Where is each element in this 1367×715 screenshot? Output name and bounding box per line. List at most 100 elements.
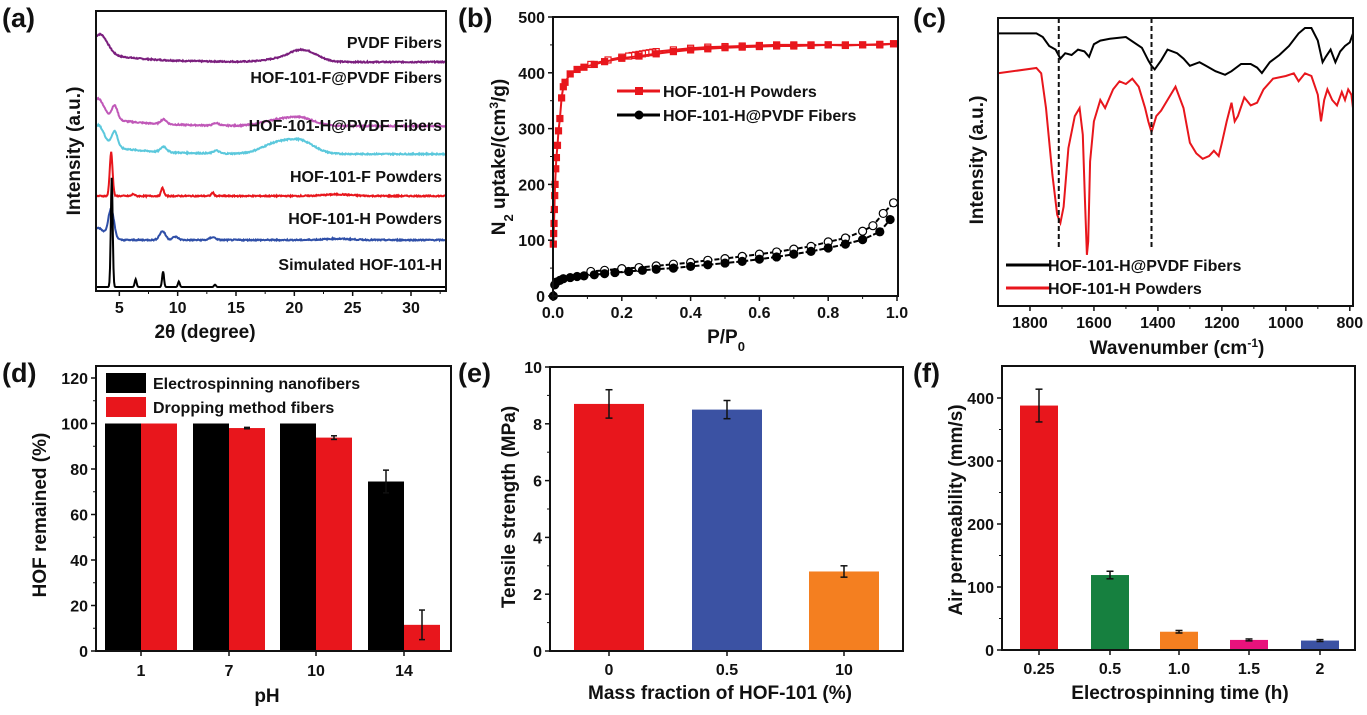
e-y-tick-label: 6 <box>533 474 542 491</box>
b-point-adsorption <box>755 42 764 51</box>
d-y-ticks: 0 20 40 60 80 100 120 <box>61 371 96 661</box>
f-bar-1.0 <box>1160 631 1198 650</box>
a-series-label-4: HOF-101-F Powders <box>290 169 442 186</box>
b-legend-marker-powders <box>635 87 643 95</box>
c-legend-label-fibers: HOF-101-H@PVDF Fibers <box>1048 258 1242 275</box>
b-legend: HOF-101-H Powders HOF-101-H@PVDF Fibers <box>617 84 857 125</box>
b-point-adsorption <box>737 256 747 267</box>
f-y-tick-label: 200 <box>967 517 994 534</box>
d-bar-electrospinning-10 <box>280 423 316 651</box>
panel-d-bar-chart: 1 7 10 14 0 20 40 60 80 100 120 Electrospinning n… <box>30 365 452 707</box>
b-legend-label-fibers: HOF-101-H@PVDF Fibers <box>663 108 857 125</box>
c-reference-lines <box>1057 18 1153 248</box>
b-x-axis-title: P/P0 <box>707 327 745 354</box>
b-point-adsorption <box>551 191 559 200</box>
e-x-tick-label: 10 <box>835 662 853 679</box>
c-x-tick-label: 1400 <box>1140 315 1176 332</box>
a-plot-frame <box>95 10 447 292</box>
d-bar-dropping-1 <box>141 423 177 651</box>
b-point-adsorption <box>553 141 562 149</box>
b-point-adsorption <box>738 43 746 51</box>
b-point-adsorption <box>624 266 634 277</box>
a-series-label-1: PVDF Fibers <box>347 35 442 52</box>
b-point-adsorption <box>556 114 564 123</box>
e-y-tick-label: 0 <box>533 644 542 661</box>
a-series-line-5 <box>95 206 446 243</box>
b-point-adsorption <box>685 261 696 272</box>
a-x-ticks: 5 10 15 20 25 30 <box>115 291 441 317</box>
b-y-tick-label: 400 <box>518 66 545 83</box>
d-legend-label-electrospinning: Electrospinning nanofibers <box>153 376 360 393</box>
panel-label-e: (e) <box>458 358 491 388</box>
b-point-adsorption <box>668 263 679 273</box>
c-legend-label-powders: HOF-101-H Powders <box>1048 281 1202 298</box>
c-series-line-2 <box>997 66 1354 255</box>
b-point-adsorption <box>580 63 588 71</box>
b-point-adsorption <box>635 52 643 60</box>
b-point-desorption <box>878 208 888 219</box>
c-x-ticks: 1800 1600 1400 1200 1000 800 <box>1012 306 1363 332</box>
e-bars-group <box>574 388 879 651</box>
c-x-tick-label: 1600 <box>1076 315 1112 332</box>
d-y-tick-label: 20 <box>70 599 88 616</box>
b-point-adsorption <box>651 264 661 274</box>
f-y-tick-label: 400 <box>967 391 994 408</box>
d-bars-group <box>105 423 440 651</box>
f-x-tick-label: 0.25 <box>1023 661 1054 678</box>
panel-label-b: (b) <box>458 3 492 33</box>
panel-e-bar-chart: 0 0.5 10 0 2 4 6 8 10 Mass fraction of HOF-101 … <box>499 360 904 704</box>
a-series-label-6: Simulated HOF-101-H <box>278 257 442 274</box>
e-y-tick-label: 4 <box>533 530 542 547</box>
b-point-adsorption <box>600 58 609 66</box>
d-bar-electrospinning-14 <box>368 481 404 651</box>
b-x-tick-label: 1.0 <box>886 305 908 322</box>
a-series-line-1 <box>95 32 446 65</box>
d-y-axis-title: HOF remained (%) <box>30 433 51 598</box>
b-legend-marker-fibers <box>634 110 644 120</box>
f-x-ticks: 0.25 0.5 1.0 1.5 2 <box>1023 650 1325 678</box>
f-x-tick-label: 2 <box>1316 661 1325 678</box>
f-y-tick-label: 100 <box>967 580 994 597</box>
e-x-ticks: 0 0.5 10 <box>605 651 853 679</box>
panel-c-ftir-chart: 1800 1600 1400 1200 1000 800 HOF-101-H@PVDF F… <box>967 17 1363 359</box>
f-bar-2 <box>1301 640 1339 650</box>
b-x-tick-label: 0.2 <box>611 305 633 322</box>
b-y-tick-label: 500 <box>518 10 545 27</box>
b-point-adsorption <box>652 50 660 58</box>
b-point-adsorption <box>807 41 815 50</box>
a-series-group <box>95 32 446 288</box>
c-x-tick-label: 800 <box>1336 315 1363 332</box>
a-series-labels: PVDF Fibers HOF-101-F@PVDF Fibers HOF-101-… <box>249 35 443 274</box>
f-x-tick-label: 1.5 <box>1238 661 1260 678</box>
b-point-adsorption <box>857 235 868 245</box>
c-y-axis-title: Intensity (a.u.) <box>967 96 988 225</box>
a-y-axis-title: Intensity (a.u.) <box>64 87 85 216</box>
a-series-line-3 <box>95 122 446 157</box>
a-series-line-2 <box>95 96 446 129</box>
b-point-adsorption <box>875 227 885 237</box>
a-series-label-3: HOF-101-H@PVDF Fibers <box>249 118 443 135</box>
b-point-adsorption <box>618 54 626 62</box>
f-y-axis-title: Air permeability (mm/s) <box>946 404 967 615</box>
e-bar-10 <box>809 571 879 651</box>
c-plot-frame <box>997 17 1354 307</box>
d-y-tick-label: 80 <box>70 462 88 479</box>
e-bar-0 <box>574 403 644 651</box>
b-point-adsorption <box>840 239 851 249</box>
b-point-adsorption <box>686 46 695 54</box>
panel-f-bar-chart: 0.25 0.5 1.0 1.5 2 0 100 200 300 400 Electrospin… <box>946 365 1356 704</box>
b-point-adsorption <box>589 270 599 280</box>
f-bar-1.5 <box>1230 639 1268 650</box>
b-x-tick-label: 0.8 <box>817 305 839 322</box>
d-x-tick-label: 7 <box>225 663 234 680</box>
b-point-adsorption <box>823 243 833 253</box>
b-y-tick-label: 0 <box>536 289 545 306</box>
b-x-tick-label: 0.0 <box>542 305 564 322</box>
b-point-adsorption <box>806 246 816 256</box>
e-y-ticks: 0 2 4 6 8 10 <box>524 360 550 661</box>
d-y-tick-label: 120 <box>61 371 88 388</box>
b-point-adsorption <box>721 44 729 52</box>
b-y-axis-title: N2 uptake/(cm3/g) <box>487 79 516 235</box>
b-point-adsorption <box>550 205 558 214</box>
